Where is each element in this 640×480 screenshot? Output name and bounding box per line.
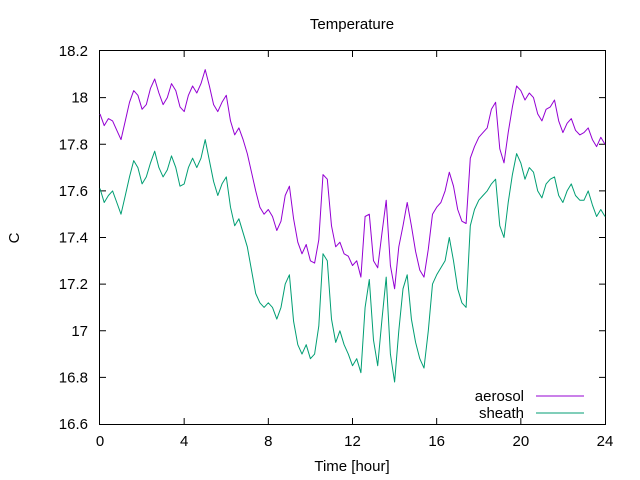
y-tick-label: 17.6 (59, 183, 88, 200)
chart-title: Temperature (310, 16, 394, 33)
series-layer (99, 69, 606, 383)
y-tick-label: 17.4 (59, 230, 88, 247)
legend-label-aerosol: aerosol (475, 388, 524, 405)
legend-label-sheath: sheath (479, 405, 524, 422)
x-axis-label: Time [hour] (314, 458, 389, 475)
y-tick-label: 16.8 (59, 369, 88, 386)
x-tick-label: 4 (180, 433, 188, 450)
y-tick-label: 17 (71, 323, 88, 340)
plot-frame (99, 50, 606, 425)
x-tick-label: 16 (428, 433, 445, 450)
y-tick-label: 16.6 (59, 416, 88, 433)
series-line-aerosol (99, 69, 606, 290)
y-tick-label: 17.8 (59, 136, 88, 153)
y-tick-label: 18.2 (59, 43, 88, 60)
y-axis: 16.6 16.8 17 17.2 17.4 17.6 17.8 18 18.2 (59, 43, 605, 433)
x-tick-label: 20 (512, 433, 529, 450)
y-tick-label: 18 (71, 90, 88, 107)
y-axis-label: C (6, 232, 23, 243)
series-line-sheath (99, 139, 606, 383)
x-tick-label: 8 (264, 433, 272, 450)
x-tick-label: 24 (597, 433, 614, 450)
x-tick-label: 0 (96, 433, 104, 450)
x-tick-label: 12 (344, 433, 361, 450)
y-tick-label: 17.2 (59, 276, 88, 293)
x-axis: 0 4 8 12 16 20 24 (96, 51, 614, 450)
